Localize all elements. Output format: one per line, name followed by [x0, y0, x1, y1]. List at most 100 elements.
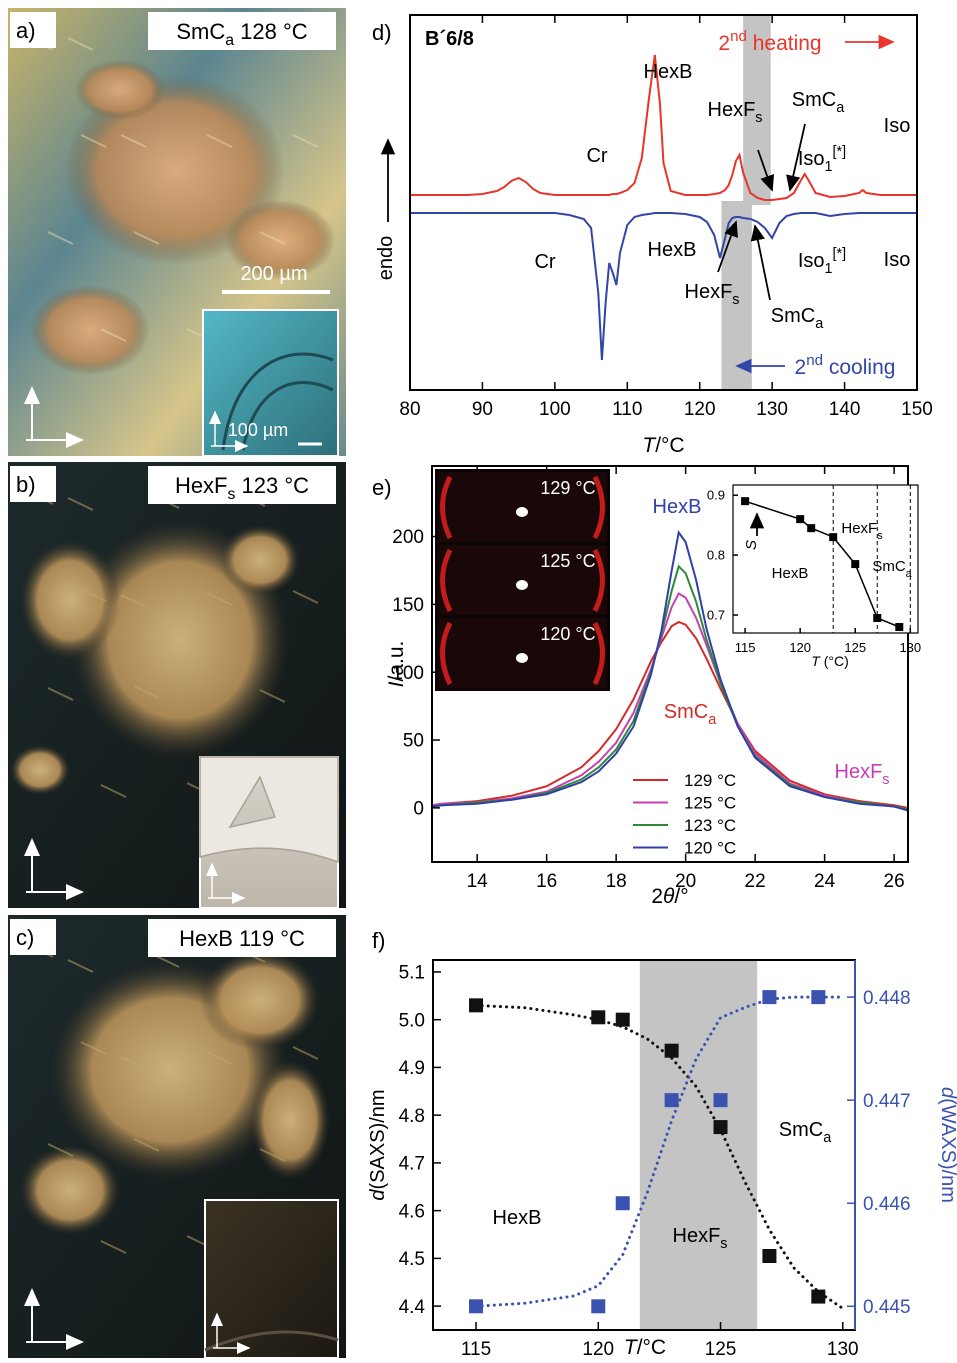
annotation: HexB: [644, 61, 693, 83]
annotation: HexB: [648, 239, 697, 261]
data-point: [469, 1299, 483, 1313]
y-tick-label: 0: [413, 799, 424, 820]
x-tick-label: 100: [539, 399, 571, 420]
x-tick-label: 16: [536, 871, 557, 892]
text-part: s: [720, 1236, 727, 1252]
beam-stop: [516, 507, 528, 517]
y-tick-label: 5.1: [399, 963, 425, 984]
y-tick-label: 200: [392, 527, 424, 548]
beam-stop: [516, 580, 528, 590]
x-tick-label: 90: [472, 399, 493, 420]
y2-axis-label: d(WAXS)/nm: [937, 1087, 957, 1203]
panel-label: e): [372, 475, 392, 500]
texture-domain: [10, 745, 70, 795]
y-tick-label: 4.7: [399, 1154, 425, 1175]
inset-x-axis-label: T (°C): [811, 653, 849, 669]
annotation: HexFs: [835, 761, 890, 788]
data-point: [665, 1093, 679, 1107]
y-tick-label: 4.5: [399, 1249, 425, 1270]
text-part: SmC: [176, 19, 225, 44]
annotation: SmCa: [664, 701, 716, 728]
data-point: [591, 1299, 605, 1313]
y-tick-label: 4.6: [399, 1201, 425, 1222]
beam-stop: [516, 653, 528, 663]
text-part: SmC: [792, 89, 836, 111]
text-part: (SAXS)/nm: [367, 1089, 389, 1189]
text-part: 128 °C: [234, 19, 308, 44]
image-label: 120 °C: [540, 624, 595, 644]
y-tick-label: 150: [392, 595, 424, 616]
data-point: [811, 990, 825, 1004]
inset-y-axis-label: S: [743, 540, 760, 550]
text-part: s: [755, 110, 762, 126]
data-point: [762, 1249, 776, 1263]
text-part: /a.u.: [385, 641, 408, 682]
arrow: [755, 226, 770, 300]
annotation: HexB: [653, 496, 702, 518]
text-part: HexF: [175, 473, 228, 498]
data-point: [714, 1093, 728, 1107]
annotation: SmCa: [779, 1119, 831, 1146]
y-axis-label: d(SAXS)/nm: [367, 1089, 389, 1200]
x-tick-label: 130: [827, 1339, 859, 1358]
scale-bar-label: 200 µm: [240, 263, 307, 285]
text-part: SmC: [779, 1119, 823, 1141]
text-part: a: [815, 316, 823, 332]
y-tick-label: 50: [403, 731, 424, 752]
panel-label: c): [16, 925, 34, 950]
data-point: [796, 515, 804, 523]
data-point: [616, 1196, 630, 1210]
x-tick-label: 14: [467, 871, 489, 892]
data-point: [741, 497, 749, 505]
y-axis-label: I/a.u.: [385, 641, 408, 688]
x-tick-label: 130: [899, 640, 921, 655]
x-tick-label: 120: [789, 640, 811, 655]
text-part: /°C: [655, 434, 684, 457]
text-part: 2: [718, 32, 730, 55]
texture-domain: [75, 60, 165, 120]
text-part: 1: [825, 261, 833, 277]
data-point: [762, 990, 776, 1004]
annotation: Iso: [884, 249, 911, 271]
annotation: HexB: [772, 565, 809, 582]
x-tick-label: 22: [745, 871, 766, 892]
legend-label: 129 °C: [684, 771, 736, 790]
x-tick-label: 125: [705, 1339, 737, 1358]
text-part: a: [823, 1130, 831, 1146]
text-part: s: [228, 486, 236, 503]
text-part: (°C): [820, 653, 849, 669]
annotation: Iso: [884, 115, 911, 137]
text-part: [*]: [833, 246, 847, 262]
inset-scale-bar-label: 100 µm: [228, 420, 288, 440]
data-point: [895, 623, 903, 631]
series-line: [410, 213, 917, 360]
text-part: s: [732, 292, 739, 308]
image-caption: HexB 119 °C: [179, 926, 305, 951]
chart-title: B´6/8: [425, 28, 474, 50]
text-part: SmC: [771, 305, 815, 327]
text-part: HexF: [835, 761, 883, 783]
panel-label: b): [16, 472, 36, 497]
x-tick-label: 140: [829, 399, 861, 420]
text-part: heating: [747, 32, 822, 55]
annotation: Cr: [534, 251, 555, 273]
data-point: [616, 1013, 630, 1027]
data-point: [714, 1120, 728, 1134]
texture-domain: [220, 525, 300, 595]
x-tick-label: 120: [582, 1339, 614, 1358]
image-label: 129 °C: [540, 478, 595, 498]
y-tick-label: 0.8: [707, 548, 725, 563]
y-tick-label: 5.0: [399, 1010, 425, 1031]
data-point: [873, 614, 881, 622]
text-part: a: [906, 568, 912, 580]
data-point: [665, 1044, 679, 1058]
page: a)SmCa 128 °C200 µm100 µmb)HexFs 123 °Cc…: [0, 0, 957, 1358]
text-part: θ: [663, 885, 675, 908]
figure: a)SmCa 128 °C200 µm100 µmb)HexFs 123 °Cc…: [0, 0, 957, 1358]
y2-tick-label: 0.448: [863, 988, 911, 1009]
x-tick-label: 80: [399, 399, 420, 420]
text-part: nd: [806, 352, 823, 369]
text-part: s: [882, 772, 889, 788]
data-point: [829, 533, 837, 541]
data-point: [811, 1290, 825, 1304]
